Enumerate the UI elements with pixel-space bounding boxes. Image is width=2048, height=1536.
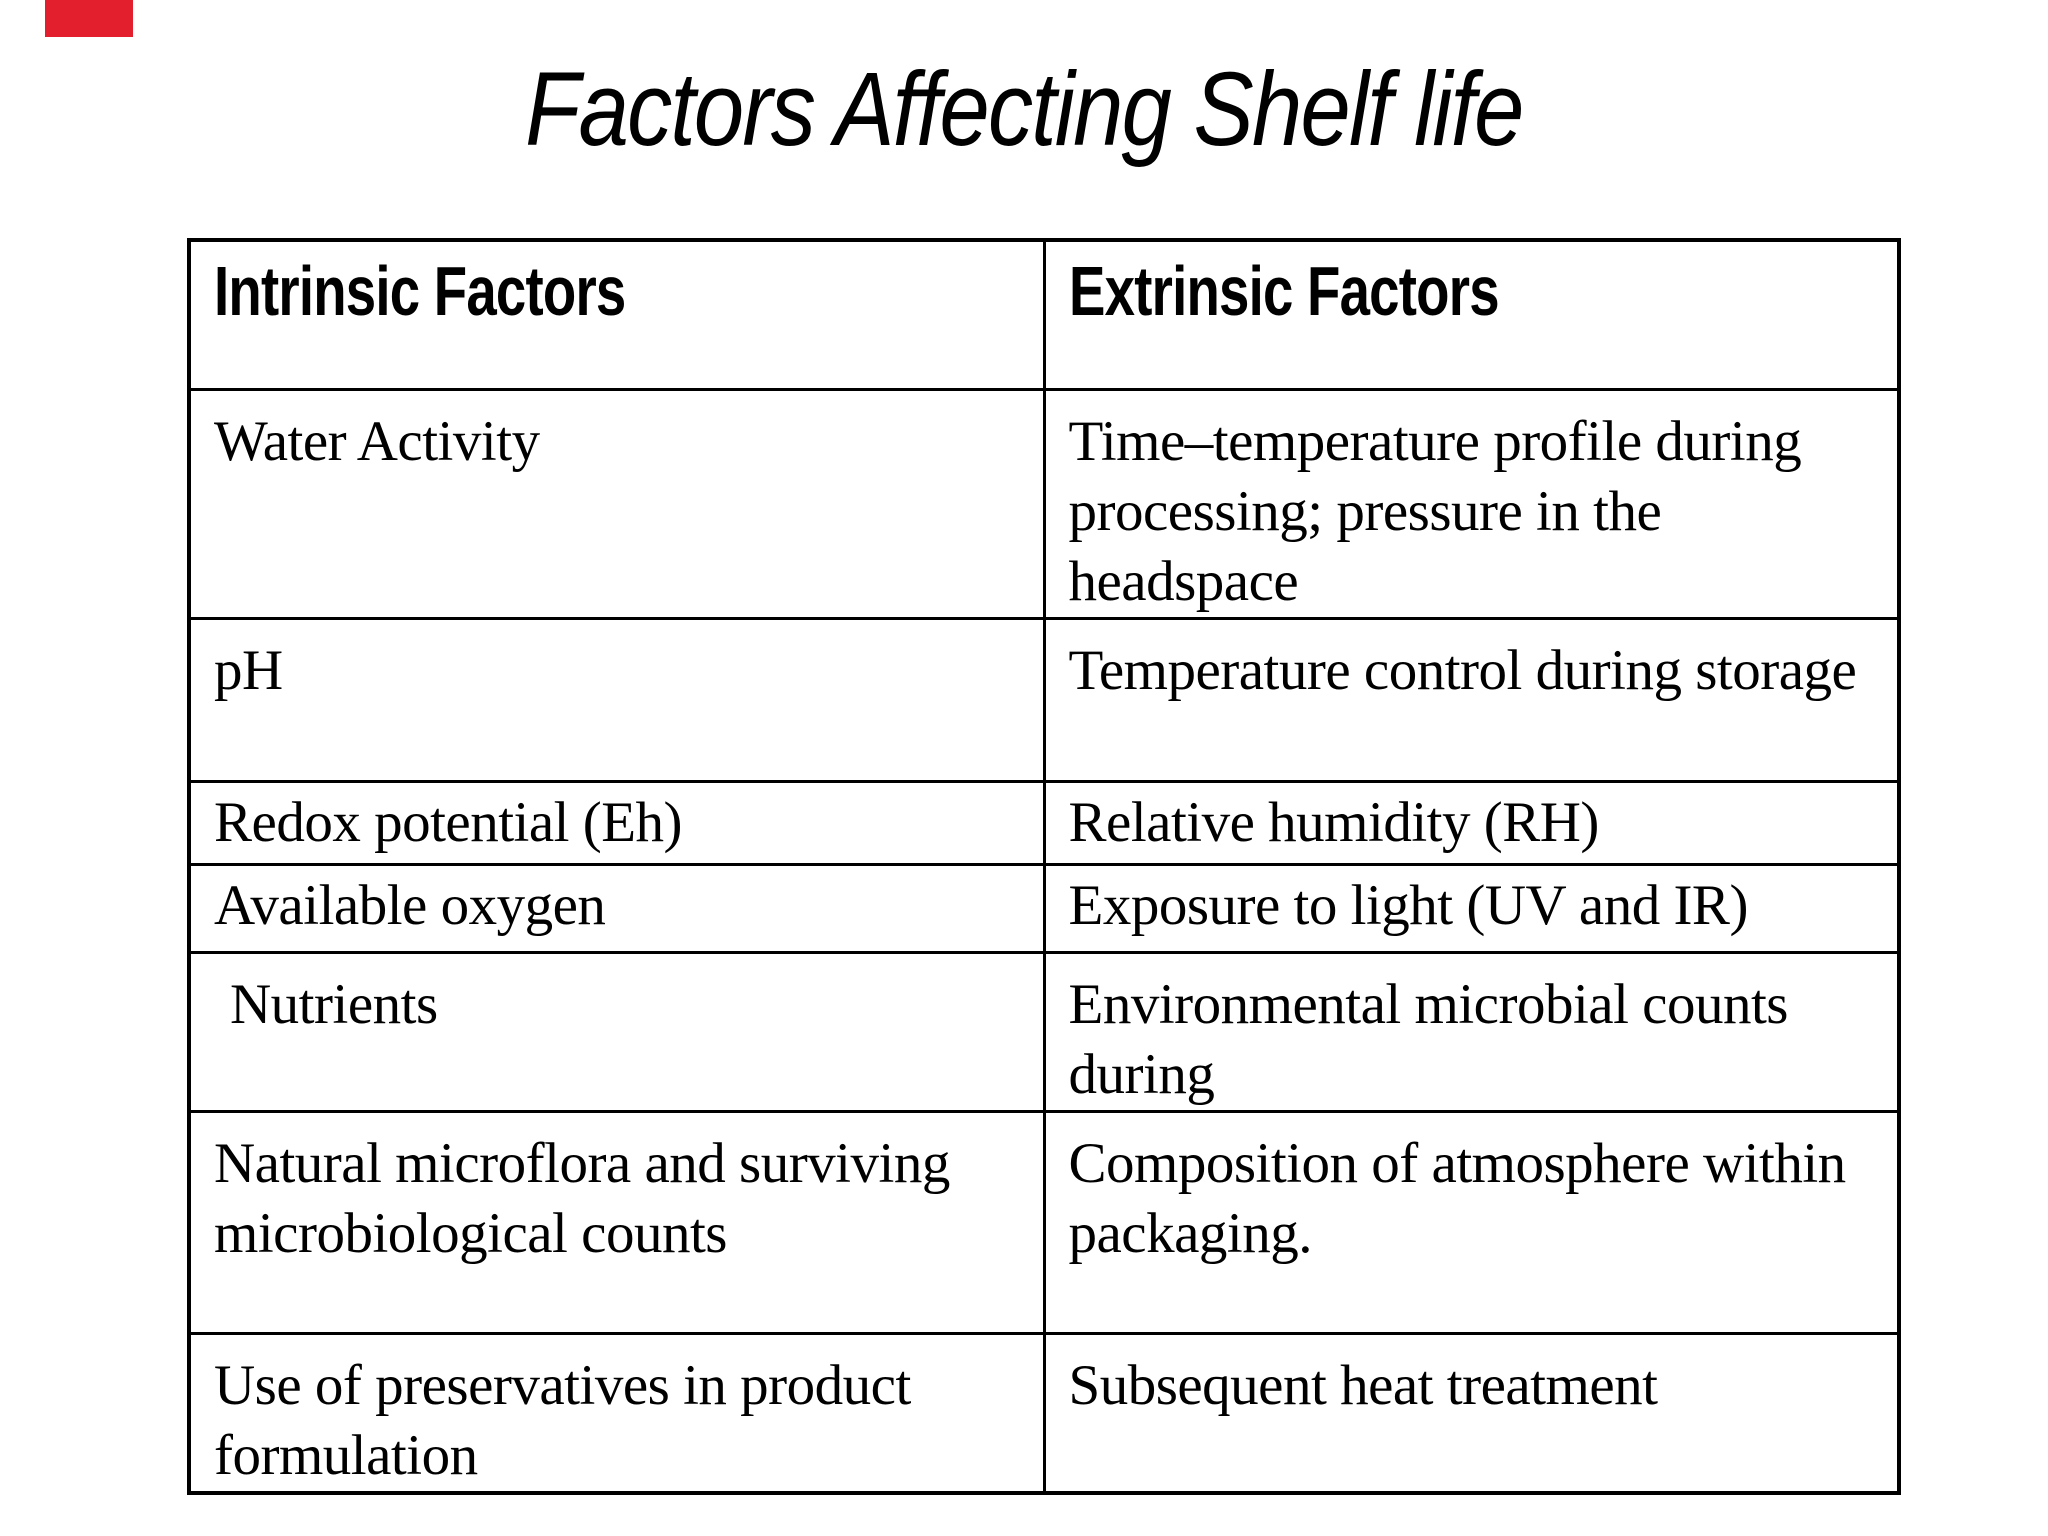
header-extrinsic-factors: Extrinsic Factors	[1042, 238, 1901, 391]
cell-available-oxygen: Available oxygen	[187, 862, 1046, 954]
cell-exposure-to-light: Exposure to light (UV and IR)	[1042, 862, 1901, 954]
cell-time-temperature-profile: Time–temperature profile during processi…	[1042, 387, 1901, 620]
cell-natural-microflora: Natural microflora and surviving microbi…	[187, 1109, 1046, 1335]
cell-redox-potential: Redox potential (Eh)	[187, 779, 1046, 866]
header-intrinsic-label: Intrinsic Factors	[214, 252, 626, 330]
cell-use-of-preservatives: Use of preservatives in product formulat…	[187, 1331, 1046, 1494]
table-row: Redox potential (Eh) Relative humidity (…	[187, 779, 1901, 866]
factors-table: Intrinsic Factors Extrinsic Factors Wate…	[187, 238, 1901, 1495]
cell-composition-of-atmosphere: Composition of atmosphere within packagi…	[1042, 1109, 1901, 1335]
cell-water-activity: Water Activity	[187, 387, 1046, 620]
cell-ph: pH	[187, 616, 1046, 783]
red-marker	[45, 0, 133, 37]
table-row: Nutrients Environmental microbial counts…	[187, 950, 1901, 1113]
header-intrinsic-factors: Intrinsic Factors	[187, 238, 1046, 391]
table-row: Natural microflora and surviving microbi…	[187, 1109, 1901, 1335]
cell-temperature-control: Temperature control during storage	[1042, 616, 1901, 783]
table-row: Use of preservatives in product formulat…	[187, 1331, 1901, 1494]
slide-title-text: Factors Affecting Shelf life	[525, 51, 1524, 168]
table-row: Available oxygen Exposure to light (UV a…	[187, 862, 1901, 954]
table-header-row: Intrinsic Factors Extrinsic Factors	[187, 238, 1901, 391]
header-extrinsic-label: Extrinsic Factors	[1068, 252, 1500, 330]
cell-relative-humidity: Relative humidity (RH)	[1042, 779, 1901, 866]
cell-nutrients: Nutrients	[187, 950, 1046, 1113]
table-row: pH Temperature control during storage	[187, 616, 1901, 783]
cell-environmental-microbial-counts: Environmental microbial counts during	[1042, 950, 1901, 1113]
cell-subsequent-heat-treatment: Subsequent heat treatment	[1042, 1331, 1901, 1494]
table-row: Water Activity Time–temperature profile …	[187, 387, 1901, 620]
slide-title: Factors Affecting Shelf life	[0, 52, 2048, 167]
